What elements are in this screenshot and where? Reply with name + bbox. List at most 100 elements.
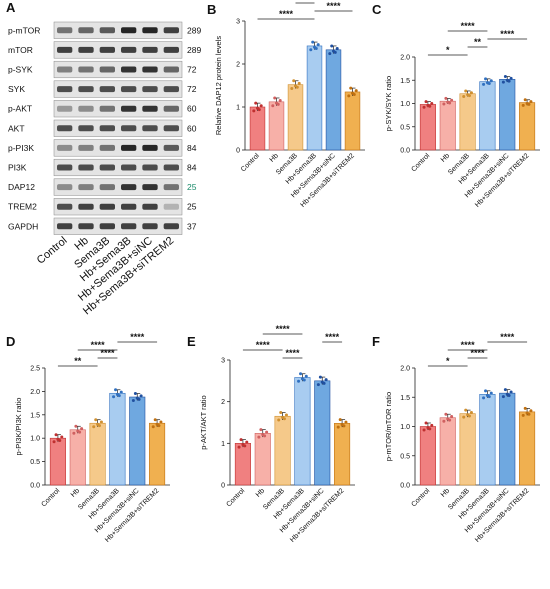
data-point [430, 423, 434, 427]
data-point [422, 105, 426, 109]
data-point [114, 388, 118, 392]
bar [109, 392, 126, 486]
y-tick-label: 2 [236, 62, 240, 69]
data-point [78, 430, 82, 434]
bar [306, 45, 323, 151]
data-point [72, 431, 76, 435]
blot-band [57, 164, 73, 171]
data-point [290, 87, 294, 91]
panel-letter: E [187, 334, 196, 349]
blot-band [78, 125, 94, 132]
blot-row-label: mTOR [8, 45, 33, 55]
data-point [354, 89, 358, 93]
blot-band [57, 66, 73, 73]
bar [479, 394, 496, 486]
bar [419, 104, 436, 151]
data-point [464, 89, 468, 93]
data-point [469, 91, 473, 95]
data-point [464, 408, 468, 412]
data-point [284, 413, 288, 417]
blot-band [78, 105, 94, 112]
y-tick-label: 1.5 [30, 412, 40, 419]
significance-label: **** [500, 29, 515, 39]
data-point [119, 390, 123, 394]
lane-label: Control [35, 235, 70, 267]
blot-row-label: GAPDH [8, 221, 38, 231]
bar [149, 422, 166, 486]
bar [234, 443, 251, 486]
x-tick-label: Control [225, 487, 246, 508]
blot-strip [53, 178, 183, 196]
blot-band [99, 105, 115, 112]
data-point [97, 424, 101, 428]
bar [419, 426, 436, 486]
blot-band [121, 105, 137, 112]
blot-kda-label: 72 [187, 65, 197, 75]
y-axis-label: p-mTOR/mTOR ratio [384, 392, 393, 461]
y-tick-label: 0 [236, 148, 240, 155]
blot-row-label: p-PI3K [8, 143, 34, 153]
blot-band [99, 125, 115, 132]
data-point [448, 101, 452, 105]
bar [249, 106, 266, 151]
data-point [527, 102, 531, 106]
data-point [252, 109, 256, 113]
bar [519, 102, 536, 151]
blot-row-label: p-mTOR [8, 25, 40, 35]
blot-band [78, 86, 94, 93]
blot-band [78, 66, 94, 73]
bar [287, 84, 304, 151]
bar [439, 100, 456, 151]
blot-band [57, 86, 73, 93]
blot-band [121, 46, 137, 53]
blot-band [142, 27, 158, 34]
data-point [422, 428, 426, 432]
y-tick-label: 1.0 [30, 436, 40, 443]
data-point [297, 379, 301, 383]
data-point [74, 424, 78, 428]
significance-label: **** [130, 332, 145, 342]
y-tick-label: 1.5 [400, 395, 410, 402]
data-point [322, 381, 326, 385]
y-tick-label: 0.5 [400, 453, 410, 460]
blot-band [163, 86, 179, 93]
data-point [311, 40, 315, 44]
blot-band [99, 66, 115, 73]
data-point [450, 98, 454, 102]
blot-band [78, 27, 94, 34]
data-point [257, 108, 261, 112]
data-point [507, 393, 511, 397]
y-tick-label: 2.0 [30, 389, 40, 396]
blot-strip [53, 41, 183, 59]
data-point [484, 77, 488, 81]
data-point [314, 47, 318, 51]
significance-label: **** [470, 348, 485, 358]
bar [129, 396, 146, 486]
panel-letter: C [372, 2, 382, 17]
data-point [448, 418, 452, 422]
y-axis-label: p-PI3K/PI3K ratio [14, 398, 23, 456]
significance-label: **** [298, 0, 313, 3]
bar [294, 377, 311, 486]
x-tick-label: Control [410, 487, 431, 508]
blot-row-label: SYK [8, 84, 25, 94]
y-tick-label: 2.0 [400, 55, 410, 62]
data-point [523, 98, 527, 102]
data-point [309, 48, 313, 52]
data-point [60, 435, 64, 439]
blot-band [142, 125, 158, 132]
blot-band [99, 223, 115, 230]
blot-kda-label: 84 [187, 143, 197, 153]
significance-label: **** [256, 340, 271, 350]
bar [274, 415, 291, 486]
blot-kda-label: 289 [187, 45, 201, 55]
blot-row-label: TREM2 [8, 202, 37, 212]
data-point [265, 430, 269, 434]
blot-kda-label: 289 [187, 25, 201, 35]
bar [479, 81, 496, 151]
y-tick-label: 0.0 [400, 483, 410, 490]
significance-label: * [446, 356, 450, 366]
data-point [444, 96, 448, 100]
blot-row-label: p-AKT [8, 104, 32, 114]
x-tick-label: Control [240, 152, 261, 173]
